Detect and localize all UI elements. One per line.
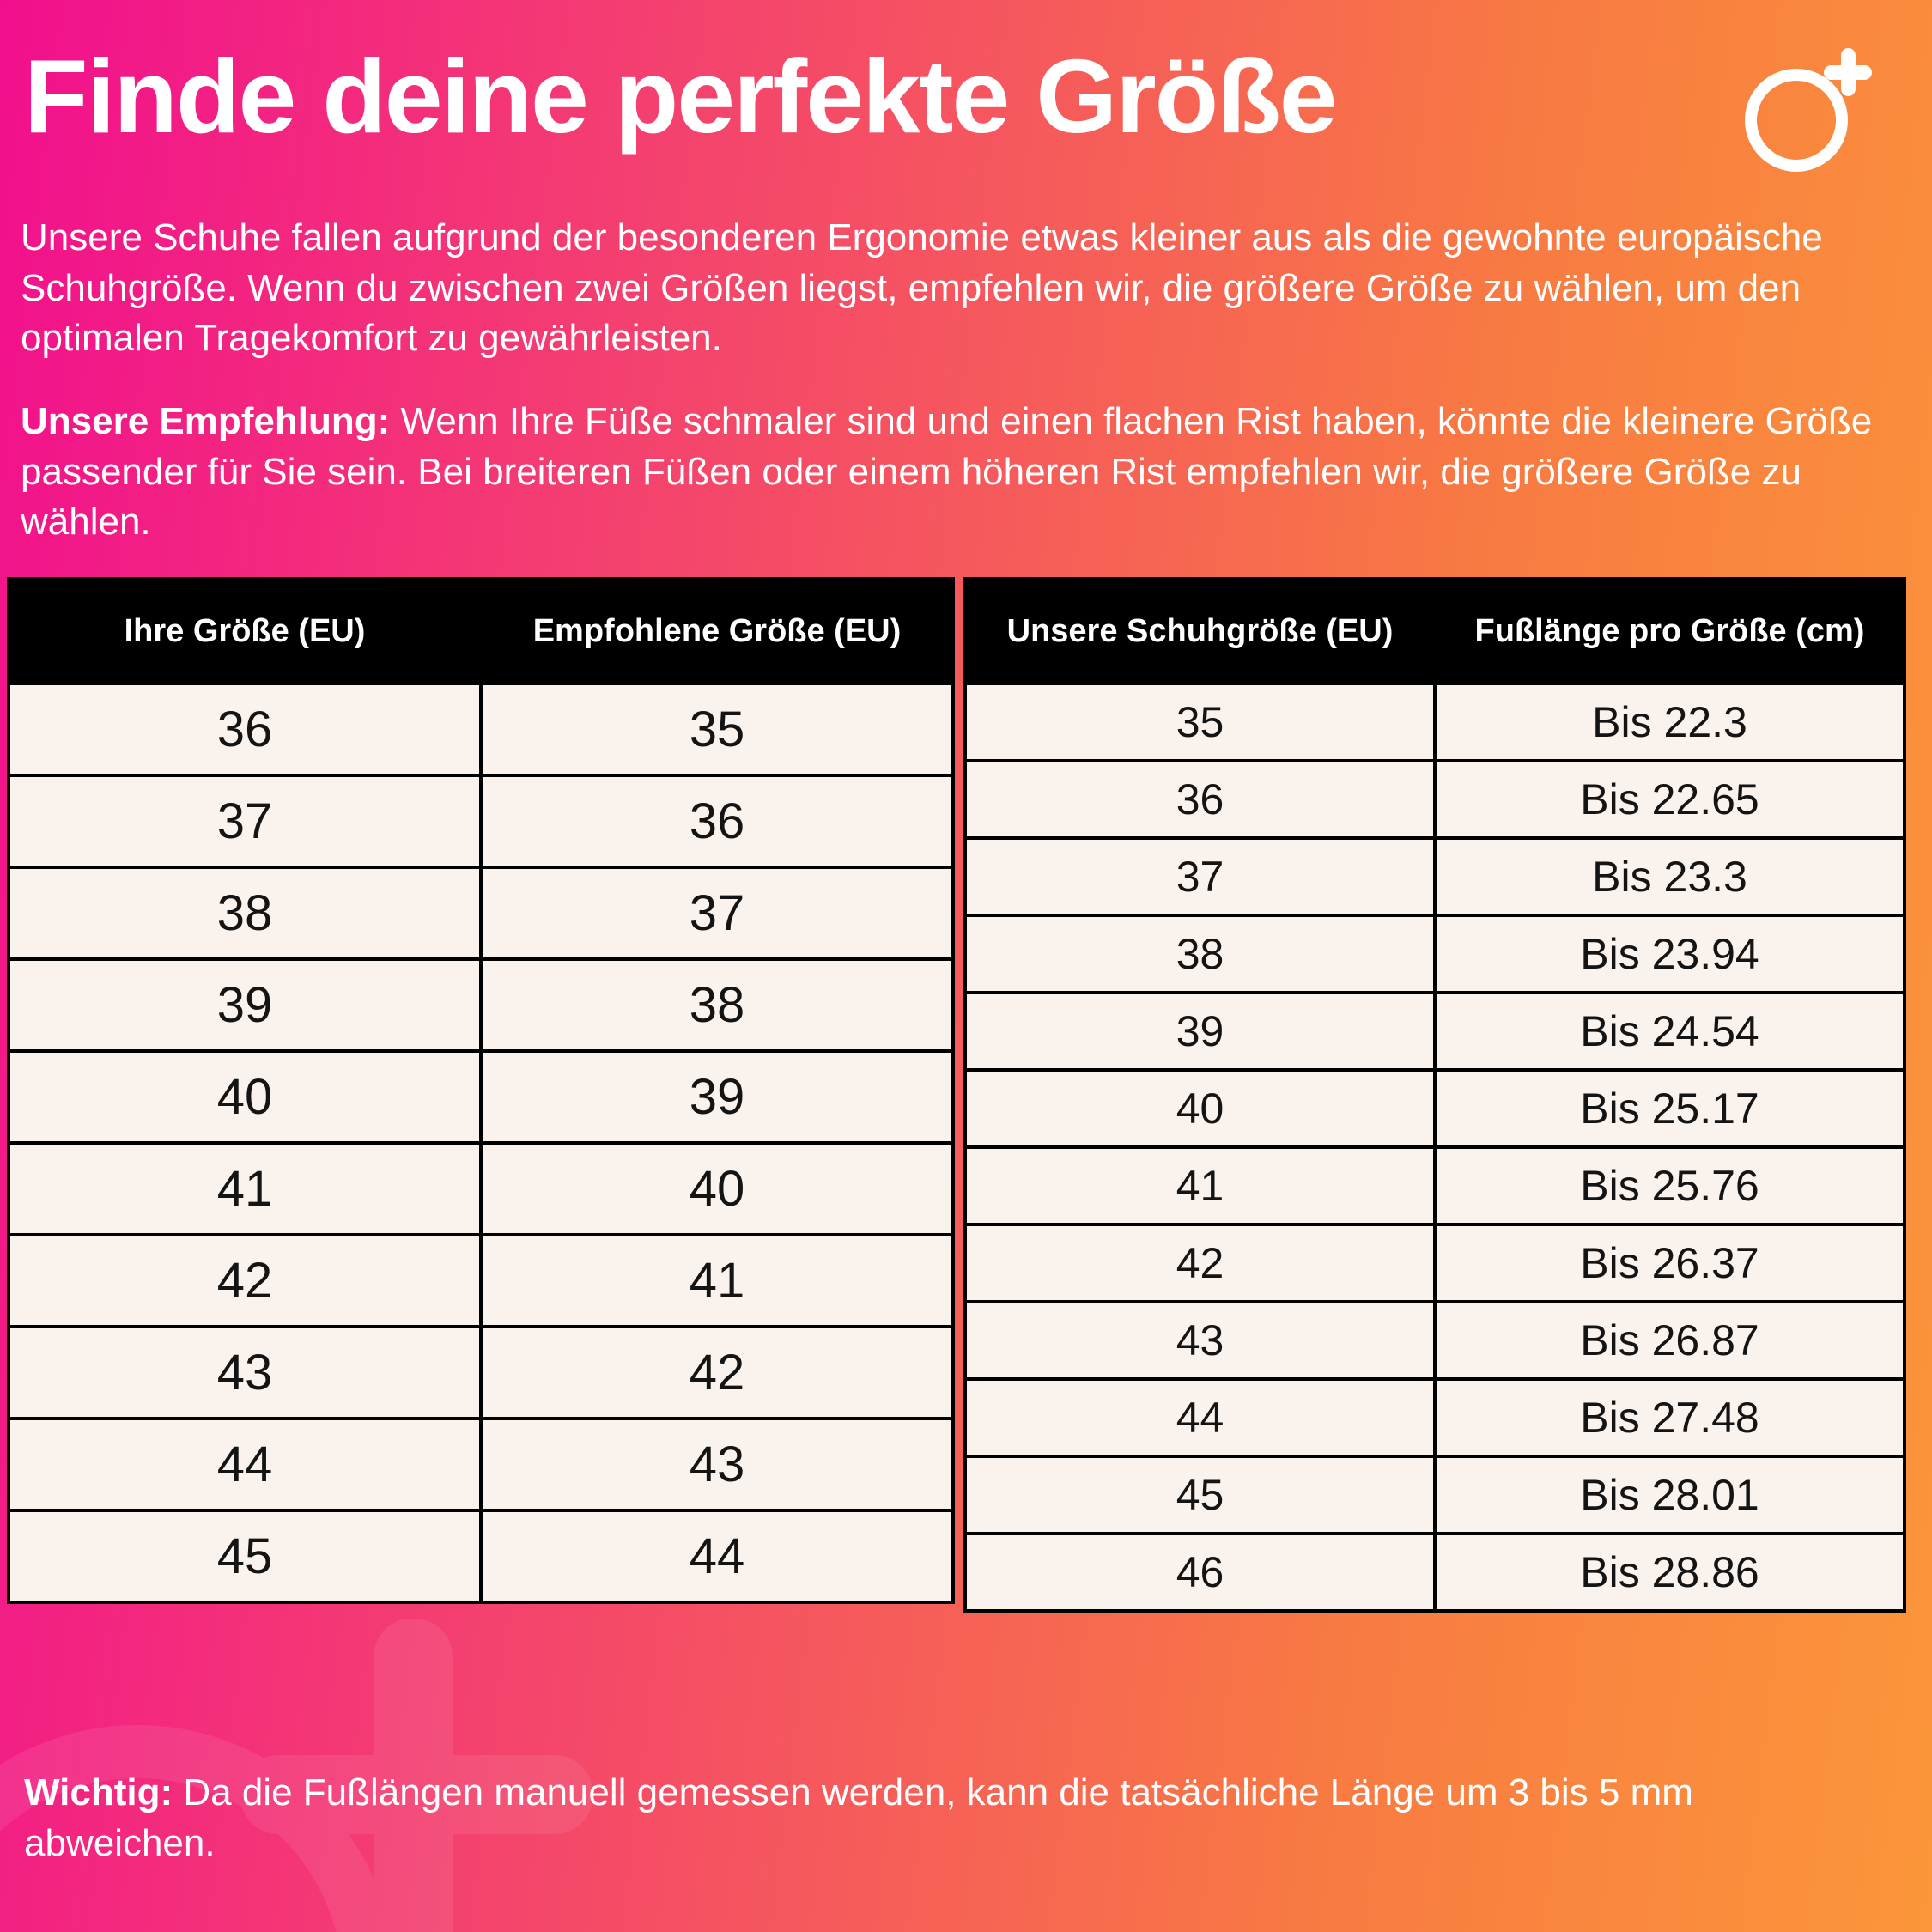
table-cell: 38 [483,961,951,1049]
column-header-your-size: Ihre Größe (EU) [10,580,479,682]
table-cell: Bis 25.17 [1437,1072,1903,1145]
footer-text: Da die Fußlängen manuell gemessen werden… [24,1771,1693,1865]
table-cell: Bis 25.76 [1437,1149,1903,1223]
brand-circle-plus-icon [1745,48,1872,172]
table-cell: 40 [483,1145,951,1233]
table-cell: 41 [10,1145,479,1233]
table-cell: 36 [967,762,1433,836]
table-cell: 35 [967,685,1433,759]
intro-paragraph: Unsere Schuhe fallen aufgrund der besond… [21,216,1823,360]
foot-length-table: Unsere Schuhgröße (EU) Fußlänge pro Größ… [963,577,1906,1613]
page-title: Finde deine perfekte Größe [24,38,1338,155]
table-cell: 40 [10,1053,479,1141]
table-cell: Bis 26.87 [1437,1303,1903,1377]
table-cell: 40 [967,1072,1433,1145]
recommendation-label: Unsere Empfehlung: [21,400,391,442]
footer-note: Wichtig: Da die Fußlängen manuell gemess… [24,1767,1870,1869]
table-cell: 43 [483,1420,951,1509]
table-cell: 45 [967,1458,1433,1532]
table-cell: 44 [10,1420,479,1509]
table-cell: 39 [967,994,1433,1068]
table-cell: 44 [483,1512,951,1601]
table-cell: 41 [483,1236,951,1325]
table-cell: 36 [483,777,951,866]
table-cell: 35 [483,685,951,774]
table-cell: 42 [967,1226,1433,1300]
footer-label: Wichtig: [24,1771,173,1814]
table-cell: 38 [10,869,479,957]
table-cell: 38 [967,917,1433,991]
table-cell: 43 [10,1328,479,1417]
size-conversion-table: Ihre Größe (EU) Empfohlene Größe (EU) 36… [7,577,955,1604]
table-cell: 37 [967,840,1433,914]
table-cell: Bis 23.3 [1437,840,1903,914]
table-cell: 36 [10,685,479,774]
column-header-recommended-size: Empfohlene Größe (EU) [483,580,951,682]
table-cell: 42 [10,1236,479,1325]
table-cell: Bis 22.65 [1437,762,1903,836]
table-cell: Bis 24.54 [1437,994,1903,1068]
table-cell: 44 [967,1381,1433,1455]
column-header-our-size: Unsere Schuhgröße (EU) [967,580,1433,682]
table-cell: Bis 28.01 [1437,1458,1903,1532]
recommendation-paragraph: Unsere Empfehlung: Wenn Ihre Füße schmal… [21,397,1906,548]
column-header-foot-length: Fußlänge pro Größe (cm) [1437,580,1903,682]
table-cell: 37 [483,869,951,957]
watermark-circle-plus-icon [0,1619,592,1932]
table-cell: Bis 27.48 [1437,1381,1903,1455]
table-cell: 43 [967,1303,1433,1377]
table-cell: Bis 26.37 [1437,1226,1903,1300]
table-cell: 39 [483,1053,951,1141]
table-cell: Bis 22.3 [1437,685,1903,759]
table-cell: Bis 28.86 [1437,1535,1903,1609]
table-cell: 41 [967,1149,1433,1223]
table-cell: 45 [10,1512,479,1601]
recommendation-text: Wenn Ihre Füße schmaler sind und einen f… [21,400,1873,544]
table-cell: 42 [483,1328,951,1417]
table-cell: Bis 23.94 [1437,917,1903,991]
table-cell: 39 [10,961,479,1049]
table-cell: 46 [967,1535,1433,1609]
table-cell: 37 [10,777,479,866]
